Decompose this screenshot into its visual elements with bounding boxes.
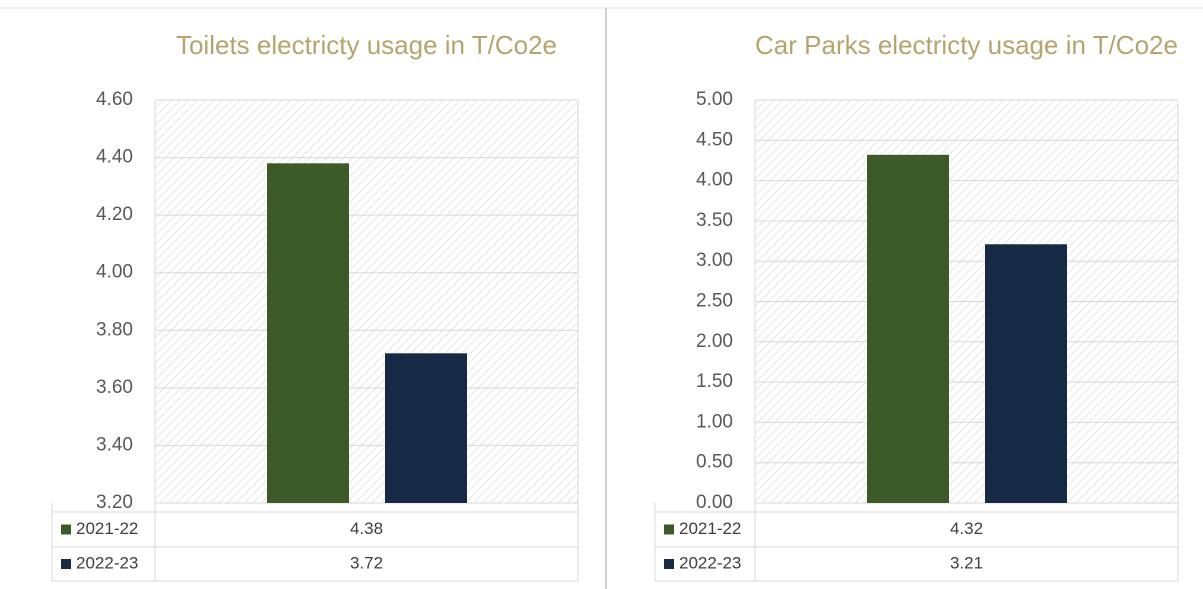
legend-key: [61, 524, 71, 535]
y-tick-label: 3.20: [96, 492, 133, 513]
chart-title: Car Parks electricty usage in T/Co2e: [755, 30, 1178, 60]
bar: [867, 154, 949, 504]
data-table-value: 3.21: [950, 553, 983, 572]
chart-title: Toilets electricty usage in T/Co2e: [176, 30, 557, 60]
y-tick-label: 2.00: [696, 331, 733, 352]
legend-label: 2022-23: [679, 553, 741, 572]
y-tick-label: 4.50: [696, 129, 733, 150]
y-tick-label: 3.80: [96, 319, 133, 340]
bar: [385, 353, 467, 503]
y-tick-label: 4.00: [96, 262, 133, 283]
data-table-value: 4.38: [350, 519, 383, 538]
y-tick-label: 4.20: [96, 204, 133, 225]
legend-label: 2021-22: [679, 519, 741, 538]
legend-key: [61, 559, 71, 569]
y-tick-label: 3.40: [96, 434, 133, 455]
data-table-value: 4.32: [950, 519, 983, 538]
y-tick-label: 4.00: [696, 170, 733, 191]
y-tick-label: 3.00: [696, 250, 733, 271]
y-tick-label: 0.50: [696, 452, 733, 473]
bar: [267, 163, 349, 504]
legend-key: [664, 559, 674, 569]
y-tick-label: 1.00: [696, 411, 733, 432]
plot-area: [155, 100, 578, 503]
y-tick-label: 0.00: [696, 492, 733, 513]
y-tick-label: 4.40: [96, 147, 133, 168]
y-tick-label: 2.50: [696, 291, 733, 312]
y-tick-label: 3.50: [696, 210, 733, 231]
legend-label: 2022-23: [76, 553, 138, 572]
bar: [985, 244, 1067, 504]
y-tick-label: 1.50: [696, 371, 733, 392]
y-tick-label: 3.60: [96, 377, 133, 398]
legend-label: 2021-22: [76, 519, 138, 538]
legend-key: [664, 524, 674, 535]
y-tick-label: 4.60: [96, 89, 133, 110]
data-table-value: 3.72: [350, 553, 383, 572]
y-tick-label: 5.00: [696, 89, 733, 110]
